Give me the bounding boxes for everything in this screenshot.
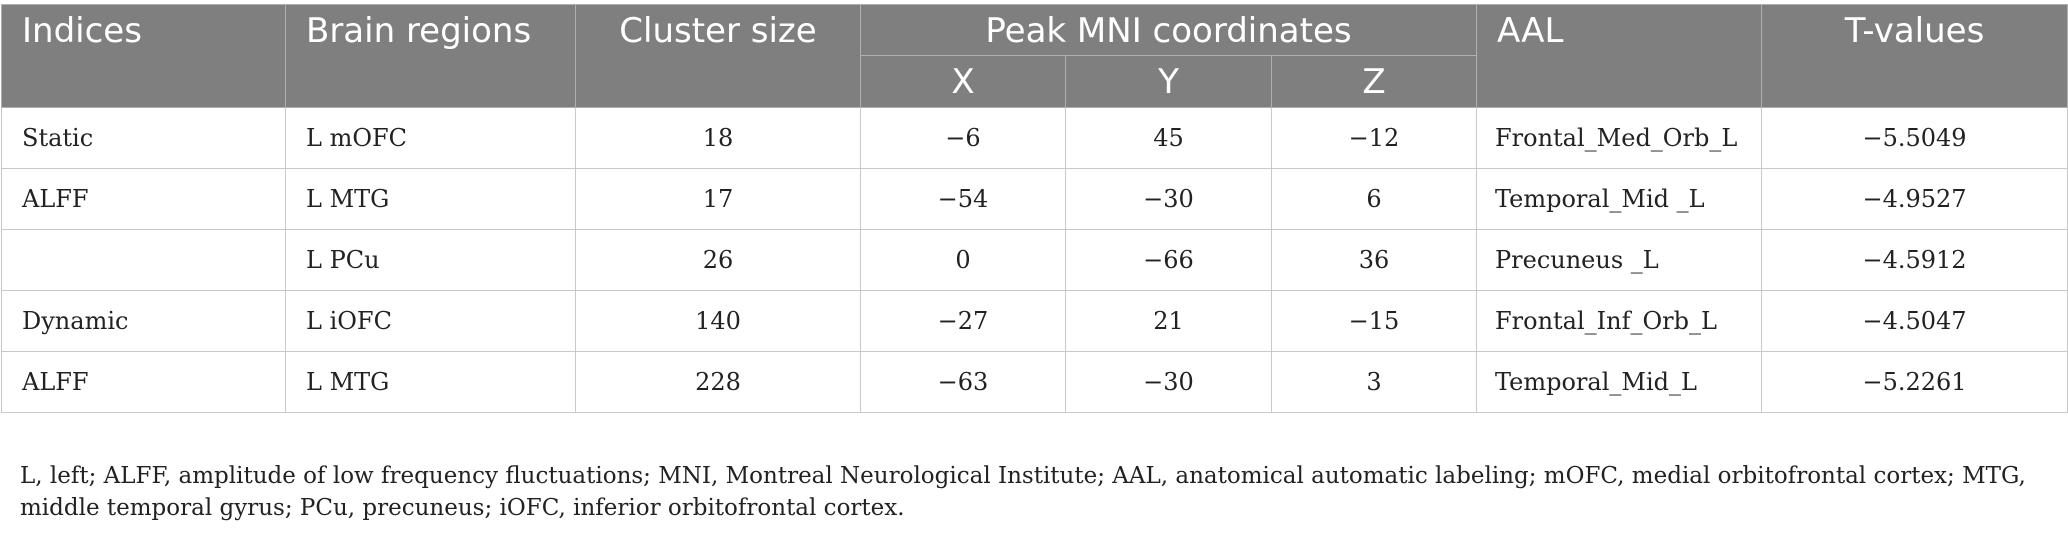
cell-region: L iOFC bbox=[285, 290, 576, 352]
header-x: X bbox=[860, 55, 1066, 108]
cell-z: 6 bbox=[1271, 168, 1477, 230]
cell-t-value: −4.5912 bbox=[1761, 229, 2068, 291]
cell-z: −15 bbox=[1271, 290, 1477, 352]
cell-indices: Static bbox=[1, 107, 286, 169]
header-y: Y bbox=[1065, 55, 1272, 108]
table-row: ALFF L MTG 17 −54 −30 6 Temporal_Mid _L … bbox=[1, 168, 2068, 230]
table-row: Dynamic L iOFC 140 −27 21 −15 Frontal_In… bbox=[1, 290, 2068, 352]
cell-z: 3 bbox=[1271, 351, 1477, 413]
cell-y: 21 bbox=[1065, 290, 1272, 352]
cell-y: −30 bbox=[1065, 168, 1272, 230]
cell-x: 0 bbox=[860, 229, 1066, 291]
cell-y: 45 bbox=[1065, 107, 1272, 169]
cell-indices: ALFF bbox=[1, 351, 286, 413]
results-table: Indices Brain regions Cluster size Peak … bbox=[1, 4, 2068, 413]
cell-x: −6 bbox=[860, 107, 1066, 169]
table-body: Static L mOFC 18 −6 45 −12 Frontal_Med_O… bbox=[1, 107, 2068, 413]
header-aal: AAL bbox=[1476, 4, 1762, 108]
cell-x: −63 bbox=[860, 351, 1066, 413]
cell-t-value: −5.2261 bbox=[1761, 351, 2068, 413]
cell-y: −66 bbox=[1065, 229, 1272, 291]
cell-cluster-size: 26 bbox=[575, 229, 861, 291]
table-row: L PCu 26 0 −66 36 Precuneus _L −4.5912 bbox=[1, 229, 2068, 291]
cell-region: L PCu bbox=[285, 229, 576, 291]
header-z: Z bbox=[1271, 55, 1477, 108]
cell-indices bbox=[1, 229, 286, 291]
cell-cluster-size: 228 bbox=[575, 351, 861, 413]
cell-aal: Frontal_Inf_Orb_L bbox=[1476, 290, 1762, 352]
cell-indices: Dynamic bbox=[1, 290, 286, 352]
cell-z: 36 bbox=[1271, 229, 1477, 291]
cell-z: −12 bbox=[1271, 107, 1477, 169]
cell-region: L MTG bbox=[285, 168, 576, 230]
header-peak-mni: Peak MNI coordinates bbox=[860, 4, 1477, 56]
cell-cluster-size: 18 bbox=[575, 107, 861, 169]
header-brain-regions: Brain regions bbox=[285, 4, 576, 108]
cell-aal: Temporal_Mid_L bbox=[1476, 351, 1762, 413]
cell-t-value: −5.5049 bbox=[1761, 107, 2068, 169]
cell-aal: Precuneus _L bbox=[1476, 229, 1762, 291]
cell-region: L MTG bbox=[285, 351, 576, 413]
header-cluster-size: Cluster size bbox=[575, 4, 861, 108]
table-row: Static L mOFC 18 −6 45 −12 Frontal_Med_O… bbox=[1, 107, 2068, 169]
table-row: ALFF L MTG 228 −63 −30 3 Temporal_Mid_L … bbox=[1, 351, 2068, 413]
header-t-values: T-values bbox=[1761, 4, 2068, 108]
table-footnote: L, left; ALFF, amplitude of low frequenc… bbox=[20, 463, 2026, 521]
cell-x: −54 bbox=[860, 168, 1066, 230]
cell-y: −30 bbox=[1065, 351, 1272, 413]
cell-cluster-size: 17 bbox=[575, 168, 861, 230]
header-indices: Indices bbox=[1, 4, 286, 108]
cell-aal: Temporal_Mid _L bbox=[1476, 168, 1762, 230]
cell-region: L mOFC bbox=[285, 107, 576, 169]
cell-t-value: −4.5047 bbox=[1761, 290, 2068, 352]
cell-indices: ALFF bbox=[1, 168, 286, 230]
table-header: Indices Brain regions Cluster size Peak … bbox=[1, 4, 2068, 108]
cell-cluster-size: 140 bbox=[575, 290, 861, 352]
cell-aal: Frontal_Med_Orb_L bbox=[1476, 107, 1762, 169]
cell-t-value: −4.9527 bbox=[1761, 168, 2068, 230]
cell-x: −27 bbox=[860, 290, 1066, 352]
